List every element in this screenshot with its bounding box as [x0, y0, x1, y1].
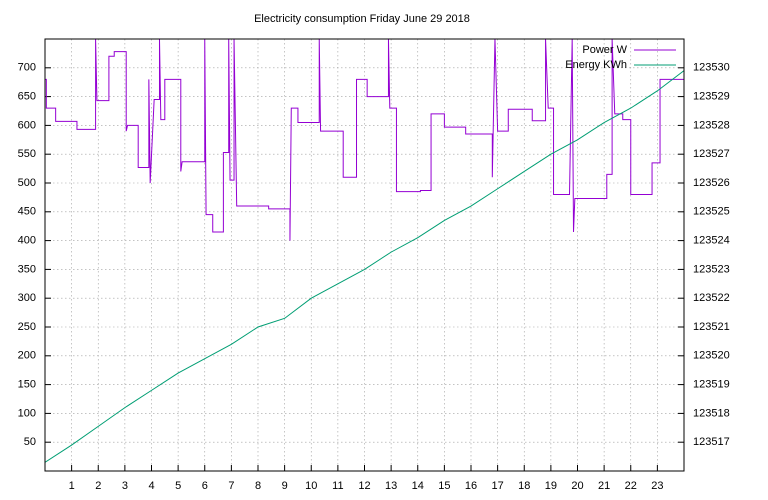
- y2-tick-label: 123521: [693, 321, 730, 333]
- x-tick-label: 10: [305, 480, 317, 492]
- grid: [45, 39, 684, 471]
- series-line: [45, 70, 684, 463]
- y-tick-label: 200: [18, 350, 36, 362]
- y2-tick-label: 123529: [693, 91, 730, 103]
- y-tick-label: 300: [18, 292, 36, 304]
- plot-area: [45, 39, 684, 463]
- y2-tick-label: 123518: [693, 407, 730, 419]
- x-tick-label: 4: [148, 480, 154, 492]
- plot-frame: [44, 38, 685, 472]
- x-tick-label: 15: [438, 480, 450, 492]
- y2-tick-label: 123530: [693, 62, 730, 74]
- y-tick-label: 650: [18, 91, 36, 103]
- chart-title: Electricity consumption Friday June 29 2…: [254, 13, 470, 25]
- y-tick-label: 500: [18, 177, 36, 189]
- y-tick-label: 450: [18, 206, 36, 218]
- x-tick-label: 8: [255, 480, 261, 492]
- legend-label: Energy KWh: [565, 59, 627, 71]
- y-tick-label: 100: [18, 407, 36, 419]
- x-tick-label: 2: [95, 480, 101, 492]
- x-tick-label: 14: [412, 480, 424, 492]
- x-tick-label: 5: [175, 480, 181, 492]
- y-tick-label: 400: [18, 235, 36, 247]
- x-tick-label: 11: [332, 480, 343, 492]
- y2-tick-label: 123519: [693, 379, 730, 391]
- y2-tick-label: 123525: [693, 206, 730, 218]
- x-tick-label: 16: [465, 480, 477, 492]
- y2-tick-label: 123517: [693, 436, 730, 448]
- x-tick-label: 21: [598, 480, 610, 492]
- x-tick-label: 17: [492, 480, 504, 492]
- legend-label: Power W: [582, 44, 627, 56]
- x-tick-label: 12: [358, 480, 370, 492]
- x-tick-label: 19: [545, 480, 557, 492]
- labels: 1 2 3 4 5 6 7 8 9 10 11 12 13 14 15 16 17 18 19 20 21 22 23501…: [18, 44, 730, 492]
- y-tick-label: 550: [18, 148, 36, 160]
- y2-tick-label: 123528: [693, 119, 730, 131]
- x-tick-label: 23: [651, 480, 663, 492]
- x-tick-label: 7: [228, 480, 234, 492]
- series-line: [45, 39, 684, 241]
- y2-tick-label: 123526: [693, 177, 730, 189]
- y-tick-label: 250: [18, 321, 36, 333]
- x-tick-label: 1: [69, 480, 75, 492]
- y-tick-label: 700: [18, 62, 36, 74]
- x-tick-label: 9: [282, 480, 288, 492]
- y2-tick-label: 123524: [693, 235, 730, 247]
- y2-tick-label: 123523: [693, 263, 730, 275]
- x-tick-label: 13: [385, 480, 397, 492]
- y2-tick-label: 123522: [693, 292, 730, 304]
- y-tick-label: 150: [18, 379, 36, 391]
- x-tick-label: 22: [625, 480, 637, 492]
- x-tick-label: 20: [571, 480, 583, 492]
- y-tick-label: 50: [24, 436, 36, 448]
- x-tick-label: 3: [122, 480, 128, 492]
- y-tick-label: 600: [18, 119, 36, 131]
- y2-tick-label: 123520: [693, 350, 730, 362]
- y-tick-label: 350: [18, 263, 36, 275]
- x-tick-label: 18: [518, 480, 530, 492]
- x-tick-label: 6: [202, 480, 208, 492]
- y2-tick-label: 123527: [693, 148, 730, 160]
